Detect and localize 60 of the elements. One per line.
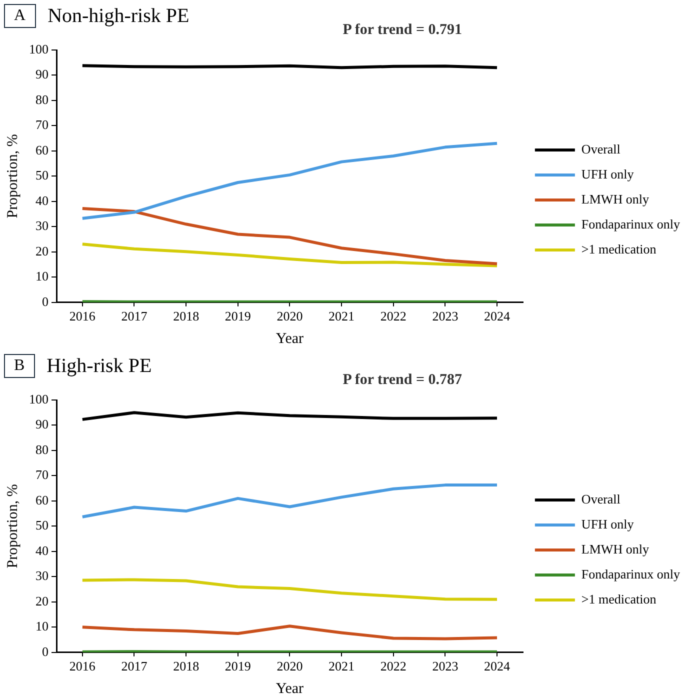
y-tick-label: 50: [36, 168, 48, 183]
y-tick-label: 10: [36, 618, 48, 634]
x-tick-label: 2020: [276, 658, 303, 674]
y-tick-label: 40: [36, 542, 48, 558]
text: B: [4, 354, 35, 378]
x-tick-label: 2024: [484, 308, 511, 324]
y-tick-label: 30: [36, 568, 48, 584]
text: P for trend = 0.787: [342, 372, 462, 389]
y-tick-label: 80: [36, 442, 48, 457]
y-tick-label: 90: [36, 66, 48, 82]
x-tick-label: 2018: [173, 658, 200, 674]
y-tick-label: 100: [29, 391, 48, 406]
text: A: [4, 4, 36, 28]
legend-label: >1 medication: [581, 591, 657, 606]
y-axis-title: Proportion, %: [4, 484, 21, 568]
x-tick-label: 2022: [380, 658, 406, 674]
legend-label: Overall: [581, 141, 621, 156]
legend-label: UFH only: [581, 516, 634, 532]
y-tick-label: 70: [36, 117, 48, 132]
x-tick-label: 2023: [432, 658, 458, 674]
y-tick-label: 10: [36, 268, 48, 284]
x-tick-label: 2024: [484, 658, 511, 674]
legend-label: Fondaparinux only: [581, 566, 680, 582]
x-tick-label: 2021: [328, 308, 355, 324]
x-tick-label: 2016: [69, 658, 96, 674]
y-tick-label: 0: [42, 644, 48, 659]
x-tick-label: 2020: [276, 308, 303, 324]
x-tick-label: 2016: [69, 308, 96, 324]
text: P for trend = 0.791: [342, 22, 462, 39]
y-tick-label: 20: [36, 243, 48, 258]
x-tick-label: 2019: [224, 308, 251, 324]
legend-label: Overall: [581, 491, 621, 506]
x-tick-label: 2019: [224, 658, 251, 674]
y-tick-label: 50: [36, 518, 48, 533]
y-axis-title: Proportion, %: [4, 134, 21, 218]
y-tick-label: 20: [36, 593, 48, 608]
x-axis-title: Year: [276, 330, 304, 347]
x-tick-label: 2022: [380, 308, 406, 324]
legend-label: LMWH only: [581, 191, 650, 206]
x-tick-label: 2023: [432, 308, 458, 324]
y-tick-label: 90: [36, 416, 48, 432]
y-tick-label: 60: [36, 492, 48, 508]
legend-label: >1 medication: [581, 241, 657, 256]
y-tick-label: 80: [36, 92, 48, 107]
y-tick-label: 40: [36, 192, 48, 208]
y-tick-label: 70: [36, 467, 48, 482]
x-tick-label: 2018: [173, 308, 200, 324]
x-tick-label: 2021: [328, 658, 355, 674]
y-tick-label: 60: [36, 142, 48, 158]
x-tick-label: 2017: [121, 308, 148, 324]
legend-label: Fondaparinux only: [581, 216, 680, 232]
chart-title: Non-high-risk PE: [48, 4, 190, 28]
y-tick-label: 30: [36, 218, 48, 234]
chart-title: High-risk PE: [46, 354, 152, 378]
legend-label: UFH only: [581, 166, 634, 182]
x-axis-title: Year: [276, 680, 304, 697]
y-tick-label: 100: [29, 41, 48, 56]
x-tick-label: 2017: [121, 658, 148, 674]
legend-label: LMWH only: [581, 541, 650, 556]
y-tick-label: 0: [42, 294, 48, 309]
